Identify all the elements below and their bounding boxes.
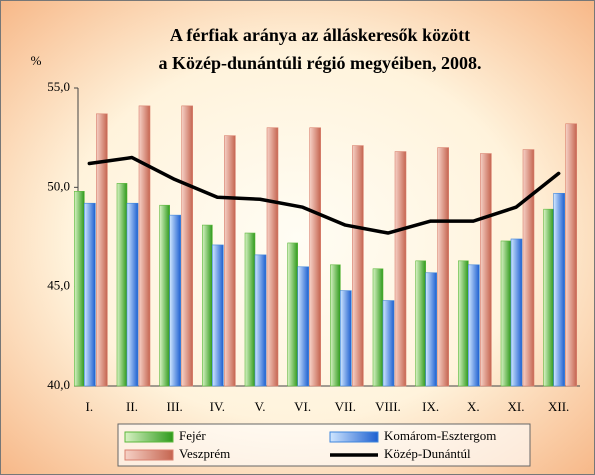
- y-tick-label: 50,0: [47, 178, 70, 193]
- bar: [309, 127, 321, 387]
- bar: [458, 260, 469, 387]
- chart-title: A férfiak aránya az álláskeresők között: [170, 25, 470, 45]
- bar: [287, 242, 298, 387]
- bar: [340, 290, 352, 387]
- x-tick-label: VIII.: [375, 399, 401, 414]
- bar: [425, 272, 437, 387]
- x-tick-label: VII.: [335, 399, 356, 414]
- legend-label: Fejér: [179, 428, 206, 443]
- bar: [212, 244, 224, 387]
- bar: [480, 153, 492, 387]
- bar: [224, 135, 236, 387]
- legend-label: Komárom-Esztergom: [384, 428, 496, 443]
- line-series: [87, 155, 561, 235]
- chart-subtitle: a Közép-dunántúli régió megyéiben, 2008.: [159, 53, 482, 73]
- bar: [382, 300, 395, 387]
- y-tick-label: 45,0: [47, 278, 70, 293]
- bar: [266, 127, 279, 387]
- bar: [254, 254, 267, 387]
- bar: [96, 113, 108, 387]
- x-tick-label: III.: [167, 399, 183, 414]
- bar: [116, 183, 128, 387]
- legend-swatch: [124, 431, 174, 443]
- legend-label: Veszprém: [179, 446, 230, 461]
- x-tick-label: II.: [126, 399, 138, 414]
- bar: [553, 192, 565, 387]
- bar: [159, 204, 170, 387]
- legend: [117, 423, 531, 467]
- bar: [468, 264, 480, 387]
- bar: [352, 145, 364, 387]
- x-tick-label: V.: [255, 399, 266, 414]
- bar: [565, 123, 577, 387]
- y-tick-label: 40,0: [47, 377, 70, 392]
- y-axis-label: %: [31, 53, 42, 68]
- legend-swatch: [329, 431, 379, 443]
- bar: [437, 147, 449, 387]
- bar: [244, 232, 256, 387]
- bar: [138, 105, 151, 387]
- x-tick-label: XI.: [508, 399, 525, 414]
- bar: [522, 149, 535, 387]
- bar: [543, 208, 554, 387]
- bar: [74, 191, 85, 387]
- x-tick-label: I.: [86, 399, 94, 414]
- x-tick-label: IV.: [210, 399, 225, 414]
- x-tick-label: VI.: [294, 399, 311, 414]
- bar: [202, 224, 213, 387]
- bar: [297, 266, 309, 387]
- bar: [169, 214, 181, 387]
- bar: [510, 238, 523, 387]
- x-tick-label: XII.: [548, 399, 569, 414]
- bar: [84, 202, 96, 387]
- x-tick-label: X.: [467, 399, 480, 414]
- legend-label: Közép-Dunántúl: [384, 446, 471, 461]
- bar: [372, 268, 384, 387]
- bar: [126, 202, 139, 387]
- bar: [415, 260, 426, 387]
- bar: [330, 264, 341, 387]
- legend-swatch: [124, 449, 174, 461]
- bar: [181, 105, 193, 387]
- bar: [500, 240, 512, 387]
- y-tick-label: 55,0: [47, 79, 70, 94]
- x-tick-label: IX.: [422, 399, 439, 414]
- bar: [394, 151, 407, 387]
